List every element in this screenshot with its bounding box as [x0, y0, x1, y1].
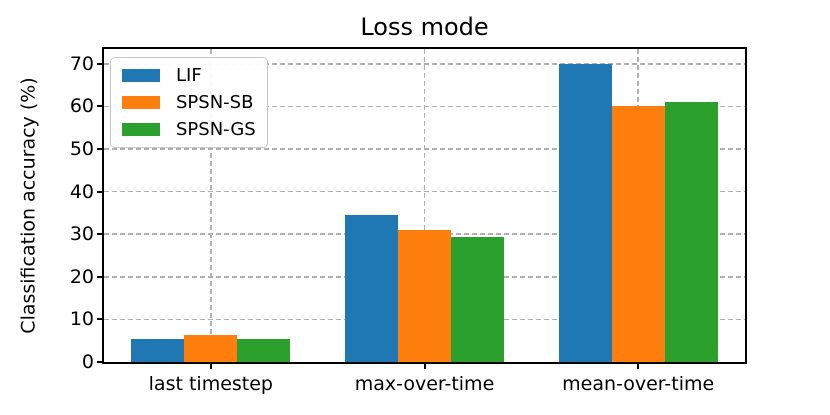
legend-item-spsn-sb: SPSN-SB [111, 89, 267, 116]
x-tick-mark [209, 364, 212, 369]
y-tick-mark [97, 148, 102, 151]
x-tick-mark [423, 364, 426, 369]
bar-spsn-sb-1 [398, 230, 451, 362]
y-tick-label: 70 [69, 52, 94, 75]
y-tick-mark [97, 233, 102, 236]
y-tick-mark [97, 275, 102, 278]
y-tick-mark [97, 361, 102, 363]
y-tick-mark [97, 105, 102, 108]
bar-lif-1 [345, 215, 398, 362]
y-tick-label: 50 [69, 138, 94, 161]
x-tick-label: mean-over-time [562, 373, 715, 395]
y-tick-label: 0 [81, 351, 94, 373]
legend-swatch-icon [122, 123, 160, 136]
legend-item-spsn-gs: SPSN-GS [111, 116, 267, 143]
legend: LIF SPSN-SB SPSN-GS [110, 57, 268, 148]
x-tick-mark [637, 364, 640, 369]
x-tick-label: max-over-time [354, 373, 495, 395]
bar-lif-2 [558, 64, 612, 362]
bar-spsn-gs-1 [451, 237, 504, 362]
bar-spsn-sb-0 [184, 335, 238, 362]
y-tick-mark [97, 62, 102, 65]
bar-spsn-gs-0 [237, 339, 291, 362]
plot-area [102, 47, 747, 364]
legend-item-lif: LIF [111, 62, 267, 89]
y-tick-label: 10 [69, 308, 94, 331]
legend-swatch-icon [122, 69, 160, 82]
bar-spsn-gs-2 [664, 102, 718, 362]
y-tick-label: 40 [69, 180, 94, 203]
y-tick-mark [97, 318, 102, 321]
y-tick-label: 20 [69, 265, 94, 288]
bar-lif-0 [131, 339, 185, 362]
chart-title: Loss mode [360, 13, 489, 41]
y-tick-label: 60 [69, 95, 94, 118]
legend-label: SPSN-GS [176, 119, 256, 140]
legend-label: SPSN-SB [176, 92, 254, 113]
gridline-vertical [210, 49, 212, 362]
y-tick-label: 30 [69, 223, 94, 246]
gridline-vertical [423, 49, 426, 362]
bar-spsn-sb-2 [611, 105, 665, 362]
y-tick-mark [97, 190, 102, 193]
x-tick-label: last timestep [148, 373, 273, 395]
legend-label: LIF [176, 65, 202, 86]
legend-swatch-icon [122, 96, 160, 109]
